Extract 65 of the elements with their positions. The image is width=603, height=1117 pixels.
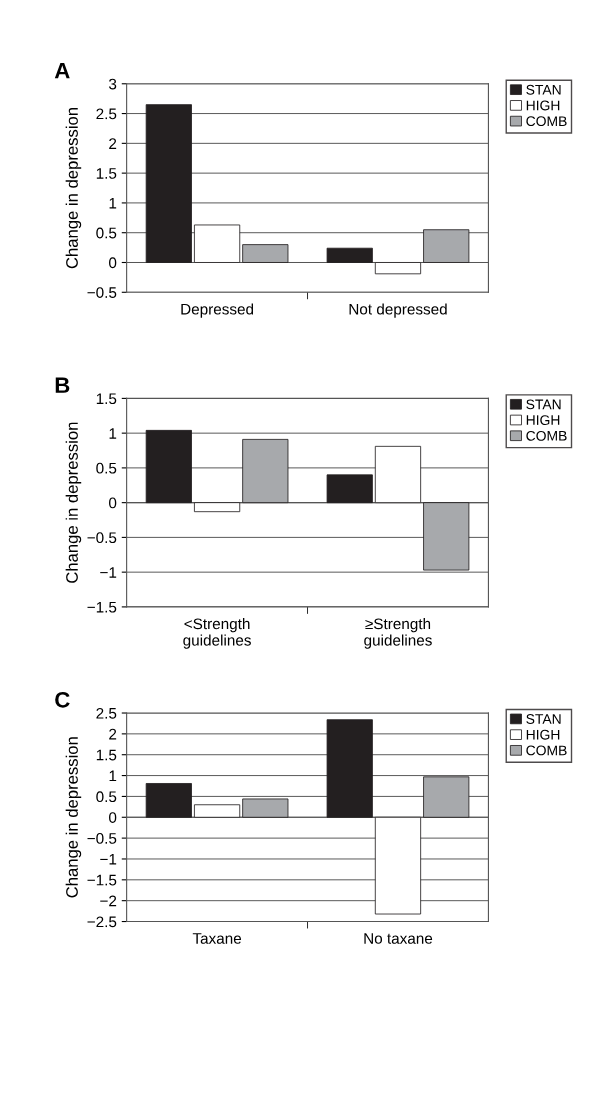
bar (145, 429, 192, 504)
legend-label: COMB (526, 430, 567, 441)
y-tick-label: 0.5 (96, 791, 117, 803)
y-tick-label: −0.5 (87, 532, 117, 544)
y-tick-label: −1 (100, 854, 117, 865)
y-axis-title: Change in depression (65, 422, 82, 583)
legend-label: COMB (526, 116, 567, 127)
y-tick-label: 2 (109, 728, 117, 740)
y-tick-label: −2 (100, 895, 117, 907)
y-tick-label: 1.5 (96, 168, 117, 179)
y-tick-label: 1 (109, 197, 117, 209)
y-tick-label: 1.5 (96, 749, 117, 761)
y-tick-label: −1 (100, 567, 117, 578)
legend-label: HIGH (526, 415, 560, 426)
x-tick-label: Depressed (181, 303, 254, 318)
bar (242, 798, 289, 818)
bar (374, 445, 422, 504)
x-tick-label: Taxane (192, 933, 242, 944)
bar (326, 247, 373, 263)
x-tick-label: Not depressed (349, 303, 447, 318)
y-tick-label: 2.5 (96, 707, 117, 719)
bar (326, 719, 373, 818)
legend-label: HIGH (526, 100, 560, 111)
bar (423, 229, 470, 263)
bar (242, 244, 289, 263)
y-tick-label: 3 (108, 78, 117, 90)
x-tick-label: ≥Strength guidelines (364, 618, 432, 649)
chart-title: A (54, 62, 70, 79)
y-tick-label: 1 (109, 428, 117, 439)
bar (145, 783, 192, 818)
y-tick-label: 2 (109, 138, 117, 149)
y-tick-label: 0.5 (96, 227, 117, 239)
y-tick-label: 0.5 (96, 462, 117, 474)
bar (193, 224, 241, 263)
y-tick-label: −1.5 (87, 874, 117, 886)
legend-label: STAN (526, 714, 561, 724)
bar (193, 502, 241, 513)
legend-label: COMB (526, 745, 567, 756)
x-tick-label: <Strength guidelines (183, 618, 251, 649)
legend-label: HIGH (526, 729, 560, 740)
bar (193, 804, 241, 818)
y-tick-label: −0.5 (87, 832, 117, 844)
bar (242, 438, 289, 504)
x-tick-label: No taxane (364, 933, 433, 944)
bar (423, 776, 470, 818)
chart-title: C (55, 691, 70, 708)
legend-label: STAN (526, 399, 561, 410)
bar (326, 474, 373, 504)
y-tick-label: 0 (109, 497, 117, 509)
y-tick-label: −0.5 (87, 287, 117, 298)
bar (423, 502, 470, 571)
y-tick-label: 1 (109, 770, 117, 782)
bar (145, 104, 192, 263)
y-axis-title: Change in depression (65, 737, 82, 898)
chart-title: B (55, 377, 70, 393)
bar (374, 262, 422, 275)
y-tick-label: 2.5 (96, 108, 117, 120)
y-tick-label: −1.5 (87, 601, 117, 613)
bar (374, 816, 422, 915)
y-tick-label: −2.5 (87, 916, 117, 928)
y-tick-label: 0 (109, 812, 117, 823)
legend-label: STAN (526, 84, 561, 95)
y-tick-label: 0 (109, 257, 117, 269)
y-axis-title: Change in depression (65, 108, 82, 269)
y-tick-label: 1.5 (96, 393, 117, 405)
